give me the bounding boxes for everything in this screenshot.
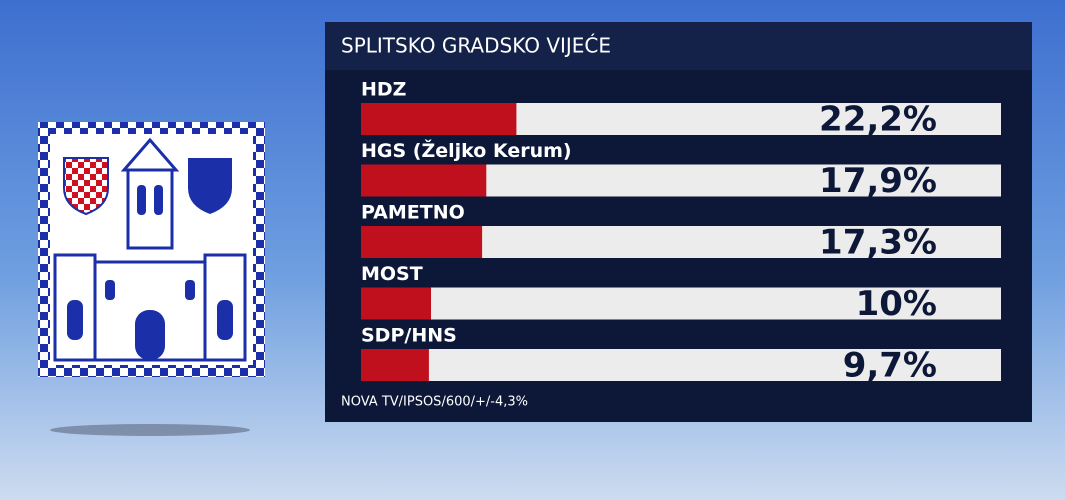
- bar: [361, 103, 517, 135]
- category-label: HGS (Željko Kerum): [361, 139, 572, 162]
- chart-title: SPLITSKO GRADSKO VIJEĆE: [341, 34, 611, 58]
- source-note: NOVA TV/IPSOS/600/+/-4,3%: [341, 395, 528, 410]
- bar: [361, 164, 487, 197]
- category-label: HDZ: [361, 79, 406, 101]
- value-label: 10%: [856, 284, 937, 324]
- bar: [361, 287, 431, 320]
- bar: [361, 349, 429, 381]
- value-label: 17,3%: [819, 223, 937, 263]
- value-label: 22,2%: [819, 100, 937, 140]
- logo-shadow: [50, 424, 250, 436]
- value-label: 17,9%: [819, 161, 937, 201]
- bar-track: [361, 349, 1001, 381]
- coat-of-arms: [38, 122, 265, 377]
- category-label: MOST: [361, 263, 423, 285]
- bar-track: [361, 287, 1001, 320]
- title-bar: [325, 22, 1032, 70]
- bar: [361, 226, 483, 258]
- category-label: PAMETNO: [361, 202, 465, 224]
- category-label: SDP/HNS: [361, 325, 457, 347]
- value-label: 9,7%: [843, 346, 937, 386]
